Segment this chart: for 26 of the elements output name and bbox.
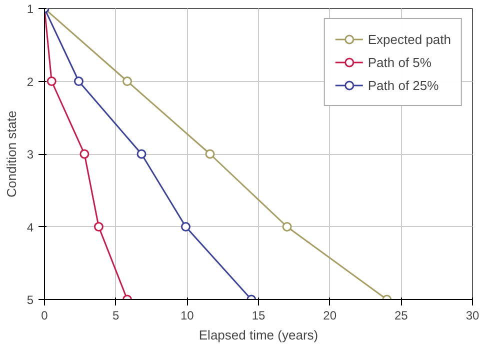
point — [136, 149, 146, 159]
legend-label: Path of 5% — [368, 54, 432, 70]
point — [205, 149, 215, 159]
x-tick-label: 30 — [466, 308, 480, 322]
y-tick-label: 2 — [26, 74, 34, 89]
point — [180, 222, 190, 232]
legend-label: Expected path — [368, 32, 451, 46]
y-axis-title: Condition state — [4, 110, 19, 198]
x-tick-label: 0 — [41, 308, 48, 322]
x-tick-label: 25 — [394, 308, 408, 322]
y-tick-label: 5 — [26, 293, 34, 307]
legend-label: Path of 25% — [368, 78, 439, 92]
y-tick-label: 1 — [26, 2, 34, 16]
x-tick-label: 10 — [180, 308, 194, 322]
x-tick-label: 20 — [323, 308, 337, 322]
y-tick-label: 3 — [26, 148, 34, 162]
point — [122, 76, 132, 86]
point — [282, 222, 292, 232]
x-tick-label: 5 — [112, 308, 120, 322]
point — [74, 76, 84, 86]
y-tick-label: 4 — [26, 220, 34, 234]
point — [80, 149, 90, 159]
x-tick-label: 15 — [252, 308, 266, 322]
point — [46, 76, 56, 86]
x-axis-title: Elapsed time (years) — [198, 328, 318, 342]
point — [94, 222, 104, 232]
